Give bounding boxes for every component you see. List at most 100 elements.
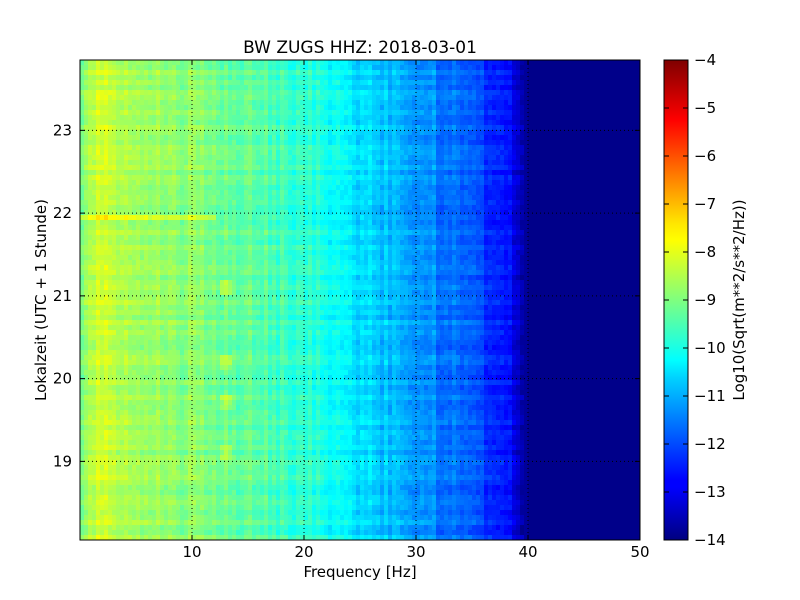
heatmap-cell — [80, 95, 85, 101]
heatmap-cell — [100, 100, 105, 106]
heatmap-cell — [376, 225, 381, 231]
heatmap-cell — [364, 235, 369, 241]
heatmap-cell — [400, 85, 405, 91]
heatmap-cell — [256, 235, 261, 241]
heatmap-cell — [96, 75, 101, 81]
heatmap-cell — [548, 175, 553, 181]
heatmap-cell — [136, 115, 141, 121]
heatmap-cell — [204, 125, 209, 131]
heatmap-cell — [368, 165, 373, 171]
heatmap-cell — [232, 140, 237, 146]
heatmap-cell — [84, 80, 89, 86]
heatmap-cell — [216, 220, 221, 226]
heatmap-cell — [172, 90, 177, 96]
heatmap-cell — [268, 85, 273, 91]
heatmap-cell — [92, 120, 97, 126]
heatmap-cell — [492, 220, 497, 226]
heatmap-cell — [232, 65, 237, 71]
heatmap-cell — [184, 145, 189, 151]
heatmap-cell — [228, 85, 233, 91]
heatmap-cell — [280, 170, 285, 176]
heatmap-cell — [300, 140, 305, 146]
heatmap-cell — [596, 175, 601, 181]
heatmap-cell — [480, 80, 485, 86]
heatmap-cell — [304, 100, 309, 106]
heatmap-cell — [340, 225, 345, 231]
heatmap-cell — [304, 215, 309, 221]
heatmap-cell — [608, 75, 613, 81]
heatmap-cell — [376, 105, 381, 111]
heatmap-cell — [424, 160, 429, 166]
heatmap-cell — [240, 130, 245, 136]
heatmap-cell — [288, 195, 293, 201]
heatmap-cell — [216, 145, 221, 151]
heatmap-cell — [252, 70, 257, 76]
heatmap-cell — [460, 215, 465, 221]
heatmap-cell — [280, 65, 285, 71]
heatmap-cell — [204, 145, 209, 151]
heatmap-cell — [528, 110, 533, 116]
heatmap-cell — [132, 130, 137, 136]
heatmap-cell — [132, 200, 137, 206]
heatmap-cell — [204, 200, 209, 206]
heatmap-cell — [256, 85, 261, 91]
heatmap-cell — [256, 190, 261, 196]
heatmap-cell — [180, 140, 185, 146]
heatmap-cell — [260, 120, 265, 126]
heatmap-cell — [340, 220, 345, 226]
heatmap-cell — [80, 195, 85, 201]
heatmap-cell — [476, 85, 481, 91]
heatmap-cell — [548, 60, 553, 66]
heatmap-cell — [104, 75, 109, 81]
heatmap-cell — [444, 185, 449, 191]
heatmap-cell — [212, 90, 217, 96]
heatmap-cell — [156, 175, 161, 181]
heatmap-cell — [328, 65, 333, 71]
heatmap-cell — [100, 190, 105, 196]
heatmap-cell — [476, 125, 481, 131]
heatmap-cell — [472, 70, 477, 76]
heatmap-cell — [216, 85, 221, 91]
heatmap-cell — [552, 70, 557, 76]
heatmap-cell — [356, 60, 361, 66]
heatmap-cell — [212, 205, 217, 211]
heatmap-cell — [416, 95, 421, 101]
heatmap-cell — [416, 60, 421, 66]
heatmap-cell — [324, 135, 329, 141]
heatmap-cell — [296, 215, 301, 221]
heatmap-cell — [500, 190, 505, 196]
heatmap-cell — [276, 95, 281, 101]
heatmap-cell — [308, 95, 313, 101]
heatmap-cell — [456, 140, 461, 146]
heatmap-cell — [340, 160, 345, 166]
heatmap-cell — [244, 155, 249, 161]
heatmap-cell — [584, 210, 589, 216]
heatmap-cell — [460, 95, 465, 101]
heatmap-cell — [280, 175, 285, 181]
heatmap-cell — [560, 195, 565, 201]
heatmap-cell — [488, 120, 493, 126]
heatmap-cell — [540, 115, 545, 121]
heatmap-cell — [196, 170, 201, 176]
heatmap-cell — [304, 175, 309, 181]
heatmap-cell — [168, 120, 173, 126]
heatmap-cell — [532, 195, 537, 201]
heatmap-cell — [168, 95, 173, 101]
heatmap-cell — [564, 100, 569, 106]
heatmap-cell — [544, 130, 549, 136]
heatmap-cell — [164, 135, 169, 141]
heatmap-cell — [228, 230, 233, 236]
heatmap-cell — [336, 135, 341, 141]
heatmap-cell — [428, 75, 433, 81]
heatmap-cell — [580, 155, 585, 161]
heatmap-cell — [100, 90, 105, 96]
heatmap-cell — [432, 65, 437, 71]
heatmap-cell — [552, 200, 557, 206]
heatmap-cell — [176, 95, 181, 101]
heatmap-cell — [156, 90, 161, 96]
heatmap-cell — [412, 140, 417, 146]
heatmap-cell — [440, 80, 445, 86]
heatmap-cell — [616, 75, 621, 81]
heatmap-cell — [236, 205, 241, 211]
heatmap-cell — [312, 140, 317, 146]
